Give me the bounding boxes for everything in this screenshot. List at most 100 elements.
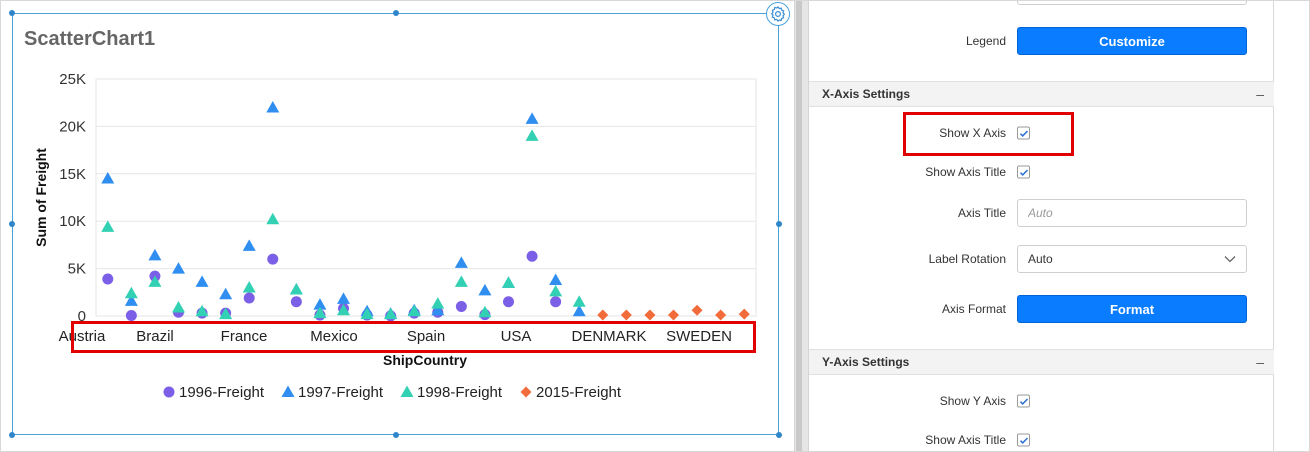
label-rotation-select[interactable]: Auto [1017,245,1247,273]
data-point-1998-freight [101,220,115,232]
y-tick-label: 20K [59,118,86,135]
panel-scroll-track[interactable] [1274,1,1309,451]
chart-title: ScatterChart1 [24,28,156,50]
data-point-1997-freight [431,303,445,316]
data-point-1996-freight [102,273,114,285]
data-point-1998-freight [289,282,303,295]
axis-title-input[interactable] [1017,199,1247,227]
gear-icon [770,5,786,23]
data-point-1997-freight [172,262,185,274]
label-rotation-label: Label Rotation [928,252,1006,266]
y-tick-label: 5K [68,261,86,278]
data-point-1997-freight [148,248,162,261]
data-point-1996-freight [455,301,467,313]
data-point-1996-freight [243,292,255,304]
check-icon [1019,168,1028,176]
x-tick-label: USA [501,328,532,345]
data-point-2015-freight [597,309,609,321]
legend-customize-button[interactable]: Customize [1017,27,1247,55]
x-tick-label: Spain [407,328,445,345]
resize-handle-bottom-left[interactable] [9,432,15,438]
data-point-1998-freight [572,295,586,307]
axis-title-row: Axis Title [809,195,1274,231]
resize-handle-right[interactable] [776,221,782,227]
data-point-1998-freight [266,212,280,225]
data-point-1997-freight [572,304,586,317]
legend-marker [281,385,295,397]
data-point-1997-freight [313,298,327,310]
y-axis-settings-title: Y-Axis Settings [822,355,910,369]
scatter-chart: 0 5K 10K 15K 20K 25K Sum of Freight Austria Braz… [33,71,757,401]
data-point-1997-freight [242,239,256,251]
show-axis-title-label: Show Axis Title [925,165,1006,179]
x-tick-label: Austria [59,328,106,345]
plot-area [95,78,757,317]
design-canvas: ScatterChart1 0 5K 10K 15K 20K 25K Sum of Frei… [1,1,794,451]
panel-splitter[interactable] [794,1,809,451]
data-point-1996-freight [267,253,279,265]
widget-settings-button[interactable] [766,2,790,26]
data-point-1997-freight [478,283,492,296]
resize-handle-top-left[interactable] [9,10,15,16]
data-point-1998-freight [337,303,350,316]
collapse-icon[interactable]: – [1256,354,1264,370]
legend-entry: 2015-Freight [536,384,622,401]
data-point-1998-freight [242,281,256,293]
y-axis-settings-header[interactable]: Y-Axis Settings – [809,349,1274,375]
show-axis-title-checkbox[interactable] [1017,165,1030,179]
y-show-axis-title-label: Show Axis Title [925,433,1006,447]
collapse-icon[interactable]: – [1256,86,1264,102]
y-show-axis-title-row: Show Axis Title [809,422,1274,451]
y-axis-title: Sum of Freight [33,148,49,247]
label-rotation-value: Auto [1028,252,1053,266]
x-tick-label: SWEDEN [666,328,732,345]
resize-handle-bottom-right[interactable] [776,432,782,438]
data-point-1998-freight [407,304,421,317]
x-axis-title: ShipCountry [383,352,467,368]
resize-handle-bottom[interactable] [393,432,399,438]
data-point-1998-freight [219,307,233,320]
data-point-1998-freight [502,276,515,288]
previous-property-control[interactable] [1017,1,1247,5]
scatter-chart-widget[interactable]: ScatterChart1 0 5K 10K 15K 20K 25K Sum of Frei… [9,2,790,438]
data-point-1997-freight [525,112,539,124]
data-point-2015-freight [715,309,727,321]
show-y-axis-checkbox[interactable] [1017,394,1030,408]
chevron-down-icon [1224,256,1236,263]
y-show-axis-title-checkbox[interactable] [1017,433,1030,447]
data-point-1997-freight [101,172,115,184]
legend-entry: 1996-Freight [179,384,265,401]
axis-title-label: Axis Title [957,206,1006,220]
check-icon [1019,436,1028,444]
data-point-2015-freight [691,304,703,316]
legend-marker [163,386,175,398]
check-icon [1019,129,1028,137]
show-x-axis-checkbox[interactable] [1017,126,1030,140]
x-tick-label: DENMARK [571,328,646,345]
data-point-1996-freight [526,250,538,262]
data-point-2015-freight [738,308,750,320]
resize-handle-top[interactable] [393,10,399,16]
x-axis-settings-header[interactable]: X-Axis Settings – [809,81,1274,107]
data-point-1997-freight [337,292,350,304]
show-x-axis-row: Show X Axis [809,115,1274,151]
axis-format-label: Axis Format [941,302,1006,316]
data-point-1998-freight [431,297,445,309]
axis-format-row: Axis Format Format [809,291,1274,327]
y-tick-label: 10K [59,213,86,230]
show-y-axis-row: Show Y Axis [809,383,1274,419]
data-point-2015-freight [668,309,679,321]
resize-handle-left[interactable] [9,221,15,227]
data-point-1997-freight [195,275,209,287]
x-tick-label: Mexico [310,328,358,345]
axis-format-button[interactable]: Format [1017,295,1247,323]
show-axis-title-row: Show Axis Title [809,154,1274,190]
data-point-1998-freight [172,300,185,313]
show-x-axis-label: Show X Axis [939,126,1006,140]
data-point-1997-freight [266,100,280,113]
data-point-1998-freight [360,307,374,320]
y-tick-label: 25K [59,71,86,88]
data-point-2015-freight [620,309,632,321]
x-axis-settings-title: X-Axis Settings [822,87,911,101]
